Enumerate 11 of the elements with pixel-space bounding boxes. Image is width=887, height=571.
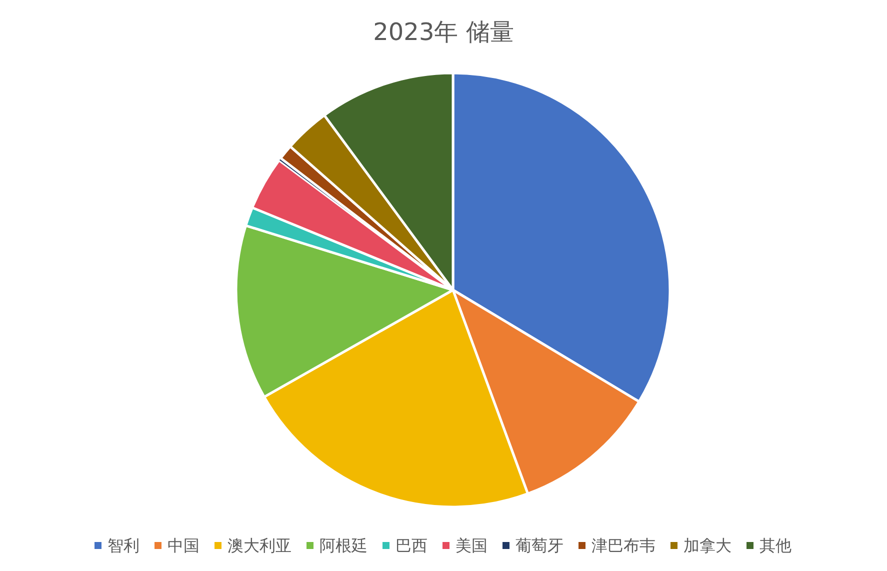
legend-label: 津巴布韦	[592, 536, 656, 555]
chart-title: 2023年 储量	[373, 18, 514, 46]
legend-label: 中国	[168, 536, 200, 555]
legend-label: 加拿大	[684, 536, 732, 555]
legend-label: 智利	[108, 536, 140, 555]
legend-label: 巴西	[396, 536, 428, 555]
legend-label: 美国	[456, 536, 488, 555]
legend-label: 澳大利亚	[228, 536, 292, 555]
legend-label: 葡萄牙	[516, 536, 564, 555]
legend-label: 其他	[760, 536, 792, 555]
legend-label: 阿根廷	[320, 536, 368, 555]
